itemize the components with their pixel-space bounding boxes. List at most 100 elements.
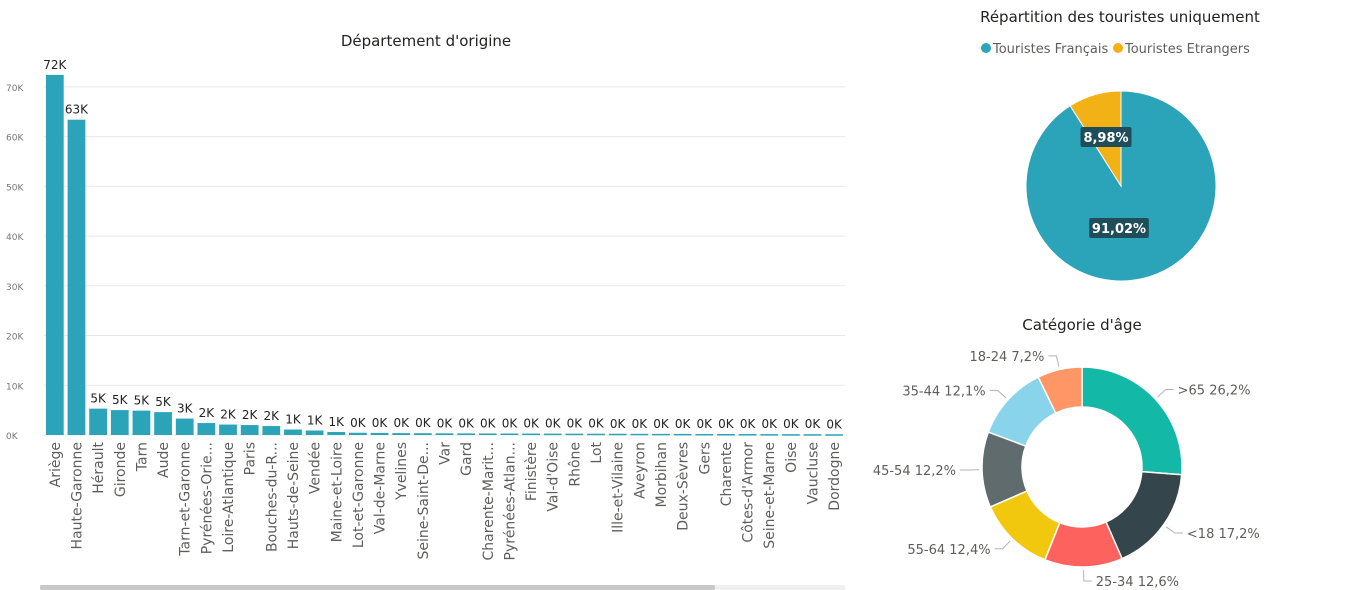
pie-data-label: 91,02% <box>1092 222 1146 237</box>
donut-slice-1 <box>1081 366 1183 476</box>
donut-data-label: 18-24 7,2% <box>969 350 1044 365</box>
bar-data-label: 1K <box>307 414 324 428</box>
bar-34 <box>760 434 779 436</box>
bar-data-label: 63K <box>65 103 89 117</box>
bar-x-tick-label: Hérault <box>91 441 107 493</box>
pie-chart-slices <box>1025 90 1217 282</box>
bar-x-tick-label: Seine-et-Marne <box>762 442 778 549</box>
bar-22 <box>500 433 519 436</box>
bar-chart-y-axis: 0K 10K 20K 30K 40K 50K 60K 70K <box>6 84 24 442</box>
bar-24 <box>543 433 562 436</box>
bar-21 <box>478 433 497 435</box>
bar-x-tick-label: Aveyron <box>632 442 648 499</box>
bar-x-tick-label: Côtes-d'Armor <box>741 442 757 543</box>
pie-data-label: 8,98% <box>1083 131 1128 146</box>
bar-chart-scrollbar-thumb[interactable] <box>40 585 715 590</box>
bar-x-tick-label: Ariège <box>48 442 64 487</box>
bar-25 <box>565 433 584 436</box>
bar-y-tick-label: 60K <box>6 134 24 144</box>
bar-data-label: 72K <box>43 58 67 72</box>
bar-17 <box>392 433 411 435</box>
pie-chart-legend[interactable]: Touristes Français Touristes Etrangers <box>981 42 1250 57</box>
legend-item: Touristes Etrangers <box>1124 42 1250 57</box>
bar-y-tick-label: 0K <box>6 432 19 442</box>
donut-leader-line <box>1165 526 1183 534</box>
bar-8 <box>197 423 216 435</box>
bar-29 <box>652 433 670 436</box>
bar-data-label: 0K <box>437 416 454 430</box>
bar-data-label: 1K <box>285 413 302 427</box>
bar-data-label: 0K <box>697 417 714 431</box>
bar-9 <box>219 424 237 435</box>
bar-12 <box>284 429 302 435</box>
bar-x-tick-label: Finistère <box>524 442 540 501</box>
bar-y-tick-label: 40K <box>6 233 24 243</box>
bar-data-label: 0K <box>783 417 800 431</box>
bar-data-label: 0K <box>480 416 497 430</box>
bar-13 <box>305 430 324 435</box>
donut-data-label: 55-64 12,4% <box>907 543 990 558</box>
donut-leader-line <box>1157 389 1174 398</box>
bar-chart-data-labels: 72K 63K 5K 5K 5K 5K 3K 2K 2K 2K 2K 1K 1K 1K 0K 0K 0K 0K 0K… <box>43 58 843 431</box>
bar-x-tick-label: Val-d'Oise <box>546 442 562 512</box>
donut-leader-line <box>1048 355 1060 367</box>
donut-chart-title: Catégorie d'âge <box>1022 316 1141 334</box>
pie-data-label-box <box>1080 127 1132 147</box>
bar-x-tick-label: Rhône <box>567 442 583 487</box>
bar-x-tick-label: Pyrénées-Orie... <box>199 442 215 554</box>
bar-23 <box>522 433 540 436</box>
bar-y-tick-label: 10K <box>6 382 24 392</box>
bar-x-tick-label: Yvelines <box>394 442 410 501</box>
bar-x-tick-label: Paris <box>243 442 259 475</box>
bar-data-label: 0K <box>632 417 649 431</box>
bar-x-tick-label: Haute-Garonne <box>69 442 85 549</box>
donut-data-label: 25-34 12,6% <box>1096 575 1179 590</box>
bar-30 <box>673 433 692 436</box>
bar-x-tick-label: Gironde <box>113 442 129 497</box>
bar-15 <box>349 432 367 435</box>
bar-11 <box>262 426 281 435</box>
bar-chart-title: Département d'origine <box>341 32 511 50</box>
bar-19 <box>435 433 454 435</box>
bar-data-label: 0K <box>350 416 367 430</box>
donut-data-label: <18 17,2% <box>1187 527 1260 542</box>
bar-x-tick-label: Vaucluse <box>806 442 822 504</box>
bar-data-label: 2K <box>199 406 216 420</box>
bar-x-tick-label: Loire-Atlantique <box>221 442 237 553</box>
bar-4 <box>110 410 129 435</box>
bar-36 <box>803 434 822 436</box>
bar-31 <box>695 433 714 436</box>
bar-5 <box>132 410 151 435</box>
bar-data-label: 3K <box>177 402 194 416</box>
pie-chart-title: Répartition des touristes uniquement <box>980 8 1260 26</box>
donut-leader-line <box>1083 569 1092 582</box>
bar-data-label: 2K <box>220 408 237 422</box>
donut-leader-line <box>989 389 1007 399</box>
donut-chart: Catégorie d'âge >65 26,2% <18 17,2% 25-34 … <box>873 316 1260 590</box>
donut-data-label: 45-54 12,2% <box>873 464 956 479</box>
bar-chart-scrollbar[interactable] <box>40 585 845 590</box>
bar-14 <box>327 432 346 435</box>
bar-7 <box>175 418 194 435</box>
bar-x-tick-label: Morbihan <box>654 442 670 508</box>
bar-data-label: 0K <box>372 416 389 430</box>
bar-data-label: 0K <box>523 417 540 431</box>
bar-2 <box>67 119 86 435</box>
bar-3 <box>89 408 107 435</box>
bar-x-tick-label: Charente <box>719 442 735 506</box>
bar-37 <box>825 434 844 436</box>
bar-data-label: 0K <box>718 417 735 431</box>
bar-x-tick-label: Tarn <box>134 442 150 472</box>
bar-x-tick-label: Bouches-du-R... <box>264 442 280 552</box>
bar-data-label: 0K <box>826 417 843 431</box>
bar-y-tick-label: 50K <box>6 183 24 193</box>
bar-data-label: 0K <box>653 417 670 431</box>
legend-marker-icon <box>981 43 991 53</box>
bar-data-label: 2K <box>242 408 259 422</box>
bar-6 <box>154 412 172 435</box>
bar-chart-x-axis: Ariège Haute-Garonne Hérault Gironde Tarn Aud… <box>48 441 843 560</box>
bar-x-tick-label: Oise <box>784 442 800 473</box>
donut-chart-slices <box>981 366 1183 568</box>
bar-data-label: 5K <box>134 394 151 408</box>
bar-28 <box>630 433 649 436</box>
